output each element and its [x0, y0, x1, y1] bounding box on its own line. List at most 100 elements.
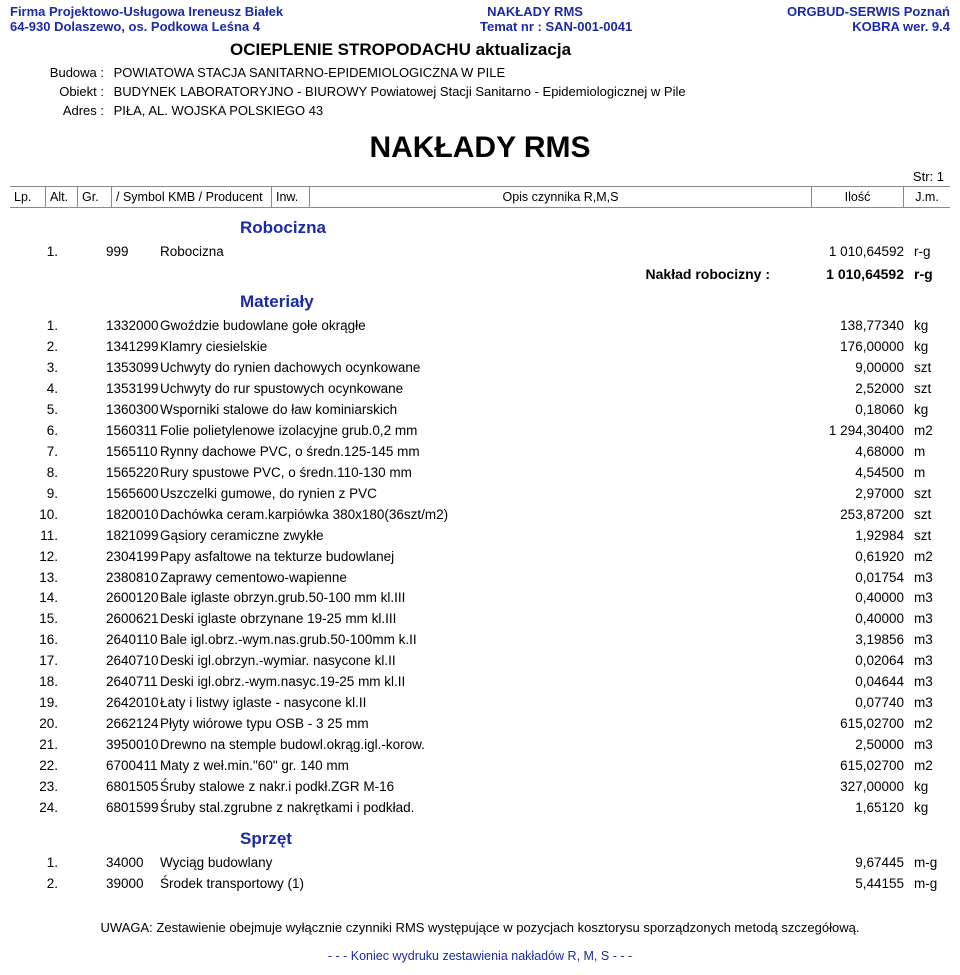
cell-lp: 2.: [26, 874, 66, 895]
cell-code: 1353099: [66, 358, 160, 379]
cell-qty: 0,04644: [790, 672, 910, 693]
cell-code: 6801505: [66, 777, 160, 798]
cell-qty: 5,44155: [790, 874, 910, 895]
cell-code: 34000: [66, 853, 160, 874]
cell-unit: szt: [910, 379, 950, 400]
meta-block: Budowa : POWIATOWA STACJA SANITARNO-EPID…: [48, 64, 950, 121]
cell-unit: kg: [910, 798, 950, 819]
table-row: 5.1360300Wsporniki stalowe do ław komini…: [10, 400, 950, 421]
cell-qty: 0,61920: [790, 547, 910, 568]
table-row: 7.1565110Rynny dachowe PVC, o średn.125-…: [10, 442, 950, 463]
table-row: 17.2640710Deski igl.obrzyn.-wymiar. nasy…: [10, 651, 950, 672]
cell-code: 2600621: [66, 609, 160, 630]
cell-lp: 22.: [26, 756, 66, 777]
cell-lp: 5.: [26, 400, 66, 421]
cell-code: 1565220: [66, 463, 160, 484]
cell-desc: Uchwyty do rynien dachowych ocynkowane: [160, 358, 790, 379]
cell-code: 6700411: [66, 756, 160, 777]
cell-desc: Wsporniki stalowe do ław kominiarskich: [160, 400, 790, 421]
cell-lp: 9.: [26, 484, 66, 505]
cell-unit: m3: [910, 630, 950, 651]
cell-qty: 615,02700: [790, 714, 910, 735]
cell-code: 39000: [66, 874, 160, 895]
meta-adres: Adres : PIŁA, AL. WOJSKA POLSKIEGO 43: [48, 102, 950, 121]
cell-code: 1821099: [66, 526, 160, 547]
col-jm: J.m.: [904, 187, 950, 207]
meta-obiekt: Obiekt : BUDYNEK LABORATORYJNO - BIUROWY…: [48, 83, 950, 102]
cell-code: 2380810: [66, 568, 160, 589]
meta-budowa-label: Budowa :: [48, 64, 104, 83]
cell-qty: 4,68000: [790, 442, 910, 463]
cell-code: 6801599: [66, 798, 160, 819]
col-gr: Gr.: [78, 187, 112, 207]
cell-qty: 138,77340: [790, 316, 910, 337]
cell-code: 1820010: [66, 505, 160, 526]
cell-code: 1565110: [66, 442, 160, 463]
cell-unit: m2: [910, 547, 950, 568]
cell-desc: Klamry ciesielskie: [160, 337, 790, 358]
cell-desc: Rury spustowe PVC, o średn.110-130 mm: [160, 463, 790, 484]
cell-unit: szt: [910, 358, 950, 379]
cell-desc: Deski igl.obrzyn.-wymiar. nasycone kl.II: [160, 651, 790, 672]
meta-obiekt-label: Obiekt :: [48, 83, 104, 102]
cell-lp: 13.: [26, 568, 66, 589]
cell-lp: 1.: [26, 853, 66, 874]
cell-qty: 0,07740: [790, 693, 910, 714]
cell-desc: Gąsiory ceramiczne zwykłe: [160, 526, 790, 547]
cell-desc: Bale igl.obrz.-wym.nas.grub.50-100mm k.I…: [160, 630, 790, 651]
cell-lp: 18.: [26, 672, 66, 693]
table-row: 13.2380810Zaprawy cementowo-wapienne0,01…: [10, 568, 950, 589]
cell-desc: Uszczelki gumowe, do rynien z PVC: [160, 484, 790, 505]
cell-qty: 9,67445: [790, 853, 910, 874]
sum-qty: 1 010,64592: [790, 266, 910, 282]
cell-desc: Rynny dachowe PVC, o średn.125-145 mm: [160, 442, 790, 463]
cell-desc: Folie polietylenowe izolacyjne grub.0,2 …: [160, 421, 790, 442]
cell-qty: 9,00000: [790, 358, 910, 379]
section-title-robocizna: Robocizna: [240, 218, 950, 238]
cell-code: 1353199: [66, 379, 160, 400]
table-row: 20.2662124Płyty wiórowe typu OSB - 3 25 …: [10, 714, 950, 735]
col-inw: Inw.: [272, 187, 310, 207]
cell-code: 1341299: [66, 337, 160, 358]
cell-unit: kg: [910, 316, 950, 337]
cell-lp: 4.: [26, 379, 66, 400]
cell-qty: 1,92984: [790, 526, 910, 547]
table-row: 8.1565220Rury spustowe PVC, o średn.110-…: [10, 463, 950, 484]
cell-lp: 2.: [26, 337, 66, 358]
cell-lp: 16.: [26, 630, 66, 651]
document-title: OCIEPLENIE STROPODACHU aktualizacja: [230, 40, 950, 60]
cell-lp: 1.: [26, 316, 66, 337]
cell-desc: Łaty i listwy iglaste - nasycone kl.II: [160, 693, 790, 714]
meta-adres-label: Adres :: [48, 102, 104, 121]
col-symbol: / Symbol KMB / Producent: [112, 187, 272, 207]
section-title-sprzet: Sprzęt: [240, 829, 950, 849]
cell-desc: Dachówka ceram.karpiówka 380x180(36szt/m…: [160, 505, 790, 526]
cell-lp: 12.: [26, 547, 66, 568]
cell-lp: 3.: [26, 358, 66, 379]
rows-robocizna: 1.999Robocizna1 010,64592r-g: [10, 242, 950, 263]
page-number: Str: 1: [10, 169, 950, 184]
table-row: 1.34000Wyciąg budowlany9,67445m-g: [10, 853, 950, 874]
table-row: 22.6700411Maty z weł.min."60" gr. 140 mm…: [10, 756, 950, 777]
sum-label: Nakład robocizny :: [26, 266, 790, 282]
cell-lp: 21.: [26, 735, 66, 756]
cell-unit: szt: [910, 505, 950, 526]
cell-unit: kg: [910, 777, 950, 798]
cell-unit: m3: [910, 672, 950, 693]
cell-code: 2304199: [66, 547, 160, 568]
cell-qty: 0,02064: [790, 651, 910, 672]
table-row: 2.39000Środek transportowy (1)5,44155m-g: [10, 874, 950, 895]
cell-qty: 2,50000: [790, 735, 910, 756]
cell-unit: m-g: [910, 853, 950, 874]
cell-lp: 7.: [26, 442, 66, 463]
big-title: NAKŁADY RMS: [10, 131, 950, 165]
cell-unit: kg: [910, 337, 950, 358]
cell-qty: 1 294,30400: [790, 421, 910, 442]
header-row-2: 64-930 Dolaszewo, os. Podkowa Leśna 4 Te…: [10, 19, 950, 34]
cell-lp: 6.: [26, 421, 66, 442]
cell-qty: 0,01754: [790, 568, 910, 589]
cell-unit: szt: [910, 484, 950, 505]
cell-code: 1565600: [66, 484, 160, 505]
table-row: 24.6801599Śruby stal.zgrubne z nakrętkam…: [10, 798, 950, 819]
table-row: 14.2600120Bale iglaste obrzyn.grub.50-10…: [10, 588, 950, 609]
